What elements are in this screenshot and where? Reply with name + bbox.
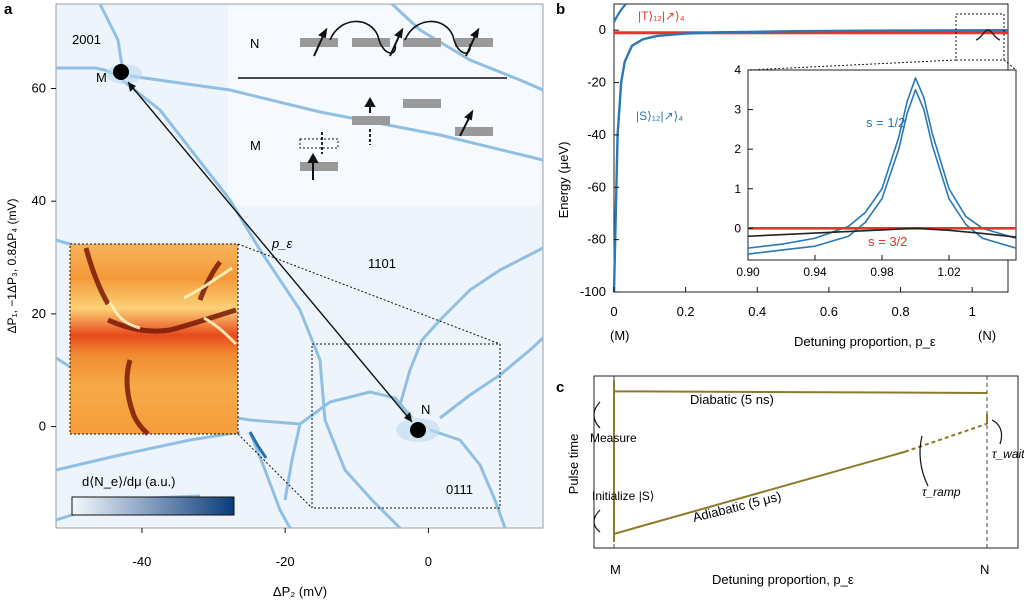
b-inset-xtick-label: 1.02 (937, 265, 961, 279)
arrow-label-p-eps: p_ε (271, 236, 292, 251)
panel-b: b |T⟩₁₂|↗⟩₄ |S⟩₁₂|↗⟩₄ 0.90 0.94 0.98 1.02 0 1… (556, 1, 1017, 349)
singlet-label: |S⟩₁₂|↗⟩₄ (636, 109, 683, 123)
label-tau-wait: τ_wait (992, 447, 1024, 461)
a-xtick-label: 0 (425, 554, 432, 569)
point-n-label: N (421, 402, 430, 417)
b-upper-branch (613, 3, 627, 23)
detuning-arrow (127, 81, 413, 423)
level-row-n-label: N (250, 36, 259, 51)
b-ytick-label: -40 (587, 127, 606, 142)
b-xtick-label: 1 (969, 304, 976, 319)
b-xtick-label: 0.4 (748, 304, 766, 319)
panel-b-inset-plot: 0.90 0.94 0.98 1.02 0 1 2 3 4 (734, 63, 1017, 279)
transition-glow (248, 431, 268, 459)
panel-b-axes: 0 0.2 0.4 0.6 0.8 1 0 -20 -40 -60 -80 -100 (580, 22, 976, 319)
panel-c: c Diabatic (5 ns) Adiabatic (5 μs) Measu… (556, 375, 1024, 587)
b-inset-xtick-label: 0.90 (736, 265, 760, 279)
b-xtick-label: 0 (610, 304, 617, 319)
inset-label-s-half: s = 1/2 (866, 115, 905, 130)
region-label-0111: 0111 (446, 482, 473, 497)
panel-c-ylabel: Pulse time (566, 434, 581, 495)
b-ytick-label: 0 (599, 22, 606, 37)
panel-a: a 2001 1101 0111 (4, 1, 545, 599)
panel-a-xlabel: ΔP₂ (mV) (273, 584, 327, 599)
b-series-1 (612, 28, 1009, 293)
zoom-lines-b (747, 59, 1017, 71)
panel-c-letter: c (556, 379, 564, 396)
label-diabatic: Diabatic (5 ns) (690, 392, 774, 407)
c-diabatic-line (613, 390, 988, 394)
arrowhead-n (404, 412, 412, 422)
a-ytick-label: 40 (32, 193, 46, 208)
pointer-arrows-c (593, 401, 1003, 533)
panel-b-inset (747, 69, 1017, 261)
b-inset-ytick-label: 2 (734, 142, 741, 156)
c-x-endpoint-n: N (980, 562, 989, 577)
colorbar (71, 496, 235, 516)
b-ytick-label: -100 (580, 284, 606, 299)
c-ramp-dashed (904, 422, 988, 453)
b-inset-ytick-label: 3 (734, 103, 741, 117)
panel-b-ylabel: Energy (μeV) (556, 142, 571, 219)
b-inset-ytick-label: 4 (734, 63, 741, 77)
a-ytick-label: 0 (39, 419, 46, 434)
colorbar-label: d⟨N_e⟩/dμ (a.u.) (82, 474, 176, 489)
label-measure: Measure (590, 431, 637, 445)
b-inset-ytick-label: 0 (734, 221, 741, 235)
bottom-label-n: (N) (978, 328, 996, 343)
b-xtick-label: 0.6 (820, 304, 838, 319)
arrowhead-m (128, 82, 136, 92)
panel-a-letter: a (4, 1, 13, 18)
level-inset-bg (228, 6, 540, 206)
b-inset-series-1 (747, 88, 1017, 255)
panel-a-axes: -40 -20 0 0 20 40 60 (32, 81, 432, 569)
region-label-1101: 1101 (368, 256, 396, 271)
point-n (410, 422, 426, 438)
label-initialize: Initialize |S⟩ (592, 489, 655, 503)
zoom-box-b (955, 13, 1005, 61)
heatmap-inset (69, 243, 239, 436)
b-zoom-peak (975, 29, 1001, 41)
b-inset-ytick-label: 1 (734, 182, 741, 196)
b-ytick-label: -80 (587, 232, 606, 247)
b-inset-xtick-label: 0.94 (803, 265, 827, 279)
a-ytick-label: 20 (32, 306, 46, 321)
bottom-label-m: (M) (610, 328, 630, 343)
inset-label-s-three-half: s = 3/2 (868, 234, 907, 249)
b-inset-series-0 (747, 77, 1017, 249)
panel-b-letter: b (556, 1, 565, 18)
b-xtick-label: 0.2 (677, 304, 695, 319)
a-ytick-label: 60 (32, 81, 46, 96)
panel-c-xlabel: Detuning proportion, p_ε (712, 572, 854, 587)
point-m-label: M (96, 70, 107, 85)
empty-level (299, 138, 339, 149)
c-x-endpoint-m: M (610, 562, 621, 577)
a-xtick-label: -20 (276, 554, 295, 569)
panel-b-xlabel: Detuning proportion, p_ε (794, 334, 936, 349)
b-ytick-label: -20 (587, 75, 606, 90)
a-xtick-label: -40 (133, 554, 152, 569)
panel-c-pulses (613, 390, 988, 535)
label-tau-ramp: τ_ramp (922, 485, 961, 499)
level-scheme-inset: N M (238, 20, 507, 180)
c-adiabatic-line (613, 450, 906, 535)
panel-b-main (612, 3, 1009, 293)
zoom-lines-a (237, 243, 501, 509)
region-label-2001: 2001 (72, 32, 101, 47)
level-row-m-label: M (250, 138, 261, 153)
panel-a-ylabel: ΔP₁, −1ΔP₃, 0.8ΔP₄ (mV) (5, 199, 19, 334)
b-inset-series-3 (747, 227, 1017, 238)
point-m (113, 64, 129, 80)
b-ytick-label: -60 (587, 179, 606, 194)
b-xtick-label: 0.8 (892, 304, 910, 319)
triplet-label: |T⟩₁₂|↗⟩₄ (638, 9, 685, 23)
b-inset-xtick-label: 0.98 (870, 265, 894, 279)
